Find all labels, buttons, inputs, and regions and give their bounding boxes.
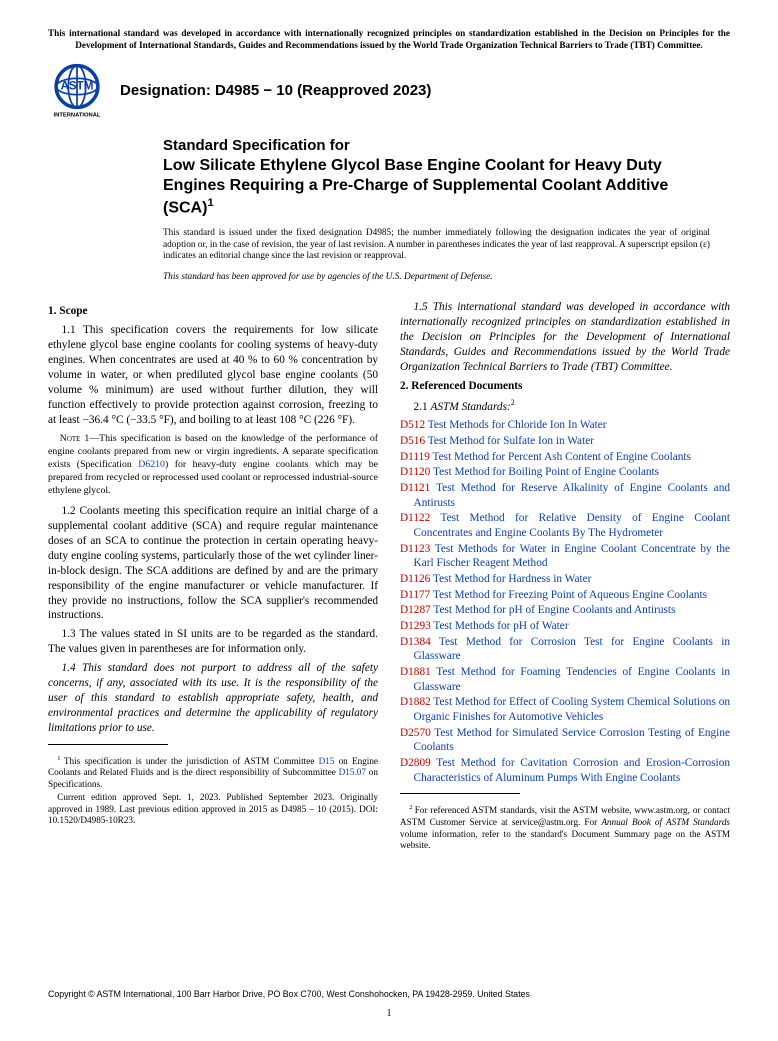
ref-code[interactable]: D1121 — [400, 482, 430, 494]
footnote-rule-right — [400, 793, 520, 794]
ref-item: D1122 Test Method for Relative Density o… — [400, 511, 730, 540]
ref-title[interactable]: Test Method for Sulfate Ion in Water — [425, 435, 594, 447]
ref-item: D2809 Test Method for Cavitation Corrosi… — [400, 756, 730, 785]
title-main-text: Low Silicate Ethylene Glycol Base Engine… — [163, 157, 668, 216]
ref-title[interactable]: Test Method for Simulated Service Corros… — [414, 727, 730, 754]
footnote-rule-left — [48, 744, 168, 745]
ref-list: D512 Test Methods for Chloride Ion In Wa… — [400, 418, 730, 785]
title-lead: Standard Specification for — [163, 137, 710, 156]
footnote-2: 2 For referenced ASTM standards, visit t… — [400, 804, 730, 851]
para-1-5: 1.5 This international standard was deve… — [400, 300, 730, 375]
ref-code[interactable]: D1881 — [400, 666, 431, 678]
footnote-1: 1 This specification is under the jurisd… — [48, 755, 378, 791]
fn2-c: volume information, refer to the standar… — [400, 829, 730, 851]
note-1: Note 1—This specification is based on th… — [48, 433, 378, 498]
ref-title[interactable]: Test Method for Reserve Alkalinity of En… — [414, 482, 730, 509]
refsub-b: ASTM Standards: — [431, 400, 511, 412]
ref-title[interactable]: Test Methods for pH of Water — [431, 620, 569, 632]
ref-title[interactable]: Test Method for Hardness in Water — [430, 573, 591, 585]
body-columns: 1. Scope 1.1 This specification covers t… — [48, 300, 730, 853]
right-column: 1.5 This international standard was deve… — [400, 300, 730, 853]
footnotes-right: 2 For referenced ASTM standards, visit t… — [400, 804, 730, 851]
ref-title[interactable]: Test Methods for Water in Engine Coolant… — [414, 543, 730, 570]
ref-code[interactable]: D1123 — [400, 543, 430, 555]
ref-code[interactable]: D1126 — [400, 573, 430, 585]
page: This international standard was develope… — [0, 0, 778, 1041]
header-row: ASTM INTERNATIONAL Designation: D4985 − … — [48, 61, 730, 119]
ref-item: D516 Test Method for Sulfate Ion in Wate… — [400, 434, 730, 449]
ref-title[interactable]: Test Method for Corrosion Test for Engin… — [414, 636, 730, 663]
note-1-label: Note 1— — [60, 433, 99, 444]
scope-heading: 1. Scope — [48, 304, 378, 319]
fn1-a: This specification is under the jurisdic… — [64, 756, 319, 766]
refsub-sup: 2 — [511, 398, 515, 407]
ref-item: D1177 Test Method for Freezing Point of … — [400, 588, 730, 603]
ref-item: D1293 Test Methods for pH of Water — [400, 619, 730, 634]
title-block: Standard Specification for Low Silicate … — [163, 137, 710, 218]
para-1-1: 1.1 This specification covers the requir… — [48, 323, 378, 427]
page-number: 1 — [0, 1008, 778, 1019]
ref-code[interactable]: D1120 — [400, 466, 430, 478]
issuance-note: This standard is issued under the fixed … — [163, 228, 710, 263]
ref-title[interactable]: Test Method for Freezing Point of Aqueou… — [430, 589, 707, 601]
fn2-b: Annual Book of ASTM Standards — [601, 817, 730, 827]
footnotes-left: 1 This specification is under the jurisd… — [48, 755, 378, 827]
ref-code[interactable]: D1293 — [400, 620, 431, 632]
left-column: 1. Scope 1.1 This specification covers t… — [48, 300, 378, 853]
ref-item: D1287 Test Method for pH of Engine Coola… — [400, 603, 730, 618]
top-disclaimer: This international standard was develope… — [48, 28, 730, 51]
ref-item: D1123 Test Methods for Water in Engine C… — [400, 542, 730, 571]
ref-item: D512 Test Methods for Chloride Ion In Wa… — [400, 418, 730, 433]
copyright-line: Copyright © ASTM International, 100 Barr… — [48, 989, 530, 999]
footnote-1b: Current edition approved Sept. 1, 2023. … — [48, 792, 378, 827]
ref-item: D1120 Test Method for Boiling Point of E… — [400, 465, 730, 480]
ref-title[interactable]: Test Method for Boiling Point of Engine … — [430, 466, 659, 478]
ref-code[interactable]: D2570 — [400, 727, 431, 739]
designation: Designation: D4985 − 10 (Reapproved 2023… — [120, 82, 431, 99]
ref-item: D1881 Test Method for Foaming Tendencies… — [400, 665, 730, 694]
fn1-code1[interactable]: D15 — [319, 756, 335, 766]
refsub-a: 2.1 — [414, 400, 431, 412]
astm-logo: ASTM INTERNATIONAL — [48, 61, 106, 119]
ref-code[interactable]: D1177 — [400, 589, 430, 601]
title-main: Low Silicate Ethylene Glycol Base Engine… — [163, 156, 710, 218]
ref-title[interactable]: Test Method for Effect of Cooling System… — [414, 696, 730, 723]
para-1-4: 1.4 This standard does not purport to ad… — [48, 661, 378, 736]
svg-text:INTERNATIONAL: INTERNATIONAL — [54, 113, 101, 119]
ref-code[interactable]: D1384 — [400, 636, 431, 648]
ref-code[interactable]: D1882 — [400, 696, 431, 708]
ref-item: D1882 Test Method for Effect of Cooling … — [400, 695, 730, 724]
note-1-code[interactable]: D6210 — [138, 459, 165, 470]
ref-code[interactable]: D2809 — [400, 757, 431, 769]
ref-sub: 2.1 ASTM Standards:2 — [400, 398, 730, 415]
fn1-code2[interactable]: D15.07 — [339, 767, 366, 777]
ref-item: D2570 Test Method for Simulated Service … — [400, 726, 730, 755]
refdoc-heading: 2. Referenced Documents — [400, 379, 730, 394]
ref-code[interactable]: D1122 — [400, 512, 430, 524]
ref-item: D1121 Test Method for Reserve Alkalinity… — [400, 481, 730, 510]
ref-code[interactable]: D1287 — [400, 604, 431, 616]
ref-title[interactable]: Test Method for Relative Density of Engi… — [414, 512, 730, 539]
ref-title[interactable]: Test Method for Cavitation Corrosion and… — [414, 757, 730, 784]
svg-text:ASTM: ASTM — [61, 80, 94, 93]
ref-title[interactable]: Test Method for Percent Ash Content of E… — [430, 451, 691, 463]
ref-code[interactable]: D512 — [400, 419, 425, 431]
ref-code[interactable]: D1119 — [400, 451, 430, 463]
ref-code[interactable]: D516 — [400, 435, 425, 447]
ref-title[interactable]: Test Method for Foaming Tendencies of En… — [414, 666, 730, 693]
ref-item: D1384 Test Method for Corrosion Test for… — [400, 635, 730, 664]
ref-item: D1119 Test Method for Percent Ash Conten… — [400, 450, 730, 465]
approved-line: This standard has been approved for use … — [163, 272, 710, 282]
title-sup: 1 — [207, 197, 213, 209]
ref-title[interactable]: Test Methods for Chloride Ion In Water — [425, 419, 606, 431]
ref-title[interactable]: Test Method for pH of Engine Coolants an… — [431, 604, 676, 616]
para-1-2: 1.2 Coolants meeting this specification … — [48, 504, 378, 623]
ref-item: D1126 Test Method for Hardness in Water — [400, 572, 730, 587]
para-1-3: 1.3 The values stated in SI units are to… — [48, 627, 378, 657]
